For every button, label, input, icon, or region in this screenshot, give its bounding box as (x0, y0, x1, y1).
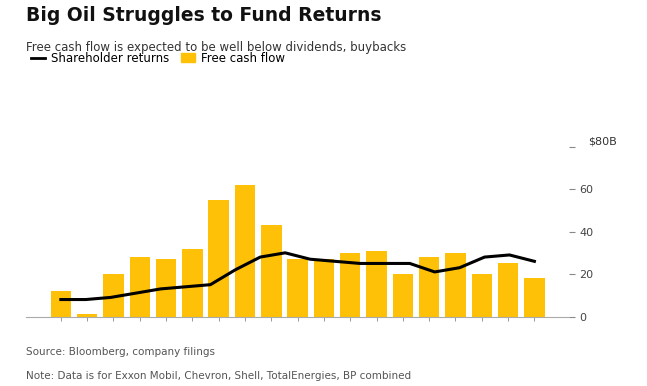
Bar (182, 249, 203, 317)
Bar (340, 253, 360, 317)
Bar (50, 291, 71, 317)
Text: $80B: $80B (588, 137, 617, 147)
Text: Free cash flow is expected to be well below dividends, buybacks: Free cash flow is expected to be well be… (26, 41, 406, 54)
Bar (419, 257, 439, 317)
Bar (445, 253, 466, 317)
Bar (156, 259, 177, 317)
Bar (524, 278, 545, 317)
Bar (287, 259, 308, 317)
Bar (393, 274, 413, 317)
Bar (77, 314, 98, 317)
Text: Source: Bloomberg, company filings: Source: Bloomberg, company filings (26, 347, 215, 357)
Bar (208, 200, 229, 317)
Bar (498, 263, 518, 317)
Bar (366, 251, 387, 317)
Bar (314, 259, 334, 317)
Text: Note: Data is for Exxon Mobil, Chevron, Shell, TotalEnergies, BP combined: Note: Data is for Exxon Mobil, Chevron, … (26, 371, 411, 381)
Bar (235, 185, 256, 317)
Legend: Shareholder returns, Free cash flow: Shareholder returns, Free cash flow (27, 47, 290, 70)
Bar (129, 257, 150, 317)
Text: Big Oil Struggles to Fund Returns: Big Oil Struggles to Fund Returns (26, 6, 381, 25)
Bar (472, 274, 492, 317)
Bar (261, 225, 281, 317)
Bar (104, 274, 124, 317)
